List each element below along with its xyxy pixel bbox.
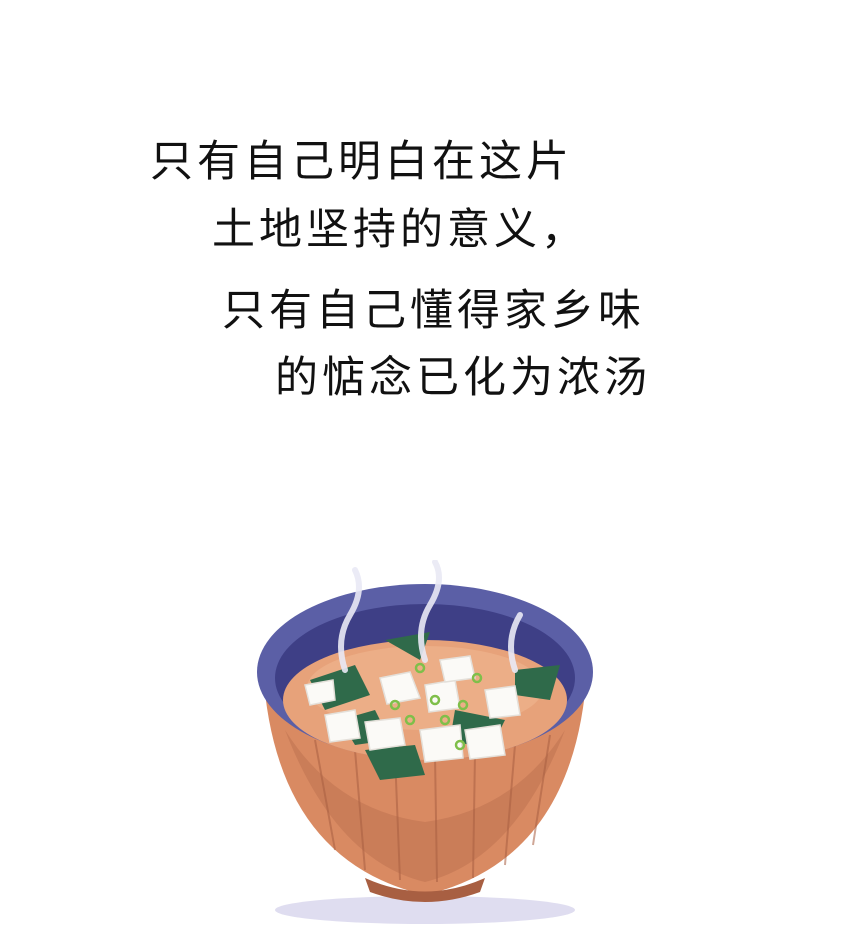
caption-line-4: 的惦念已化为浓汤 xyxy=(275,353,651,403)
caption-line-1: 只有自己明白在这片 xyxy=(150,137,573,187)
scallion-rings xyxy=(389,662,483,751)
bowl-facets xyxy=(314,734,551,883)
soup-bowl-drawing xyxy=(257,559,593,924)
steam xyxy=(338,559,523,673)
bowl-shadow xyxy=(275,896,575,924)
caption-line-2: 土地坚持的意义， xyxy=(212,205,588,255)
tofu-cubes xyxy=(304,655,521,763)
caption-line-3: 只有自己懂得家乡味 xyxy=(222,286,645,336)
miso-soup-illustration xyxy=(215,559,635,930)
bowl-foot xyxy=(365,878,485,902)
